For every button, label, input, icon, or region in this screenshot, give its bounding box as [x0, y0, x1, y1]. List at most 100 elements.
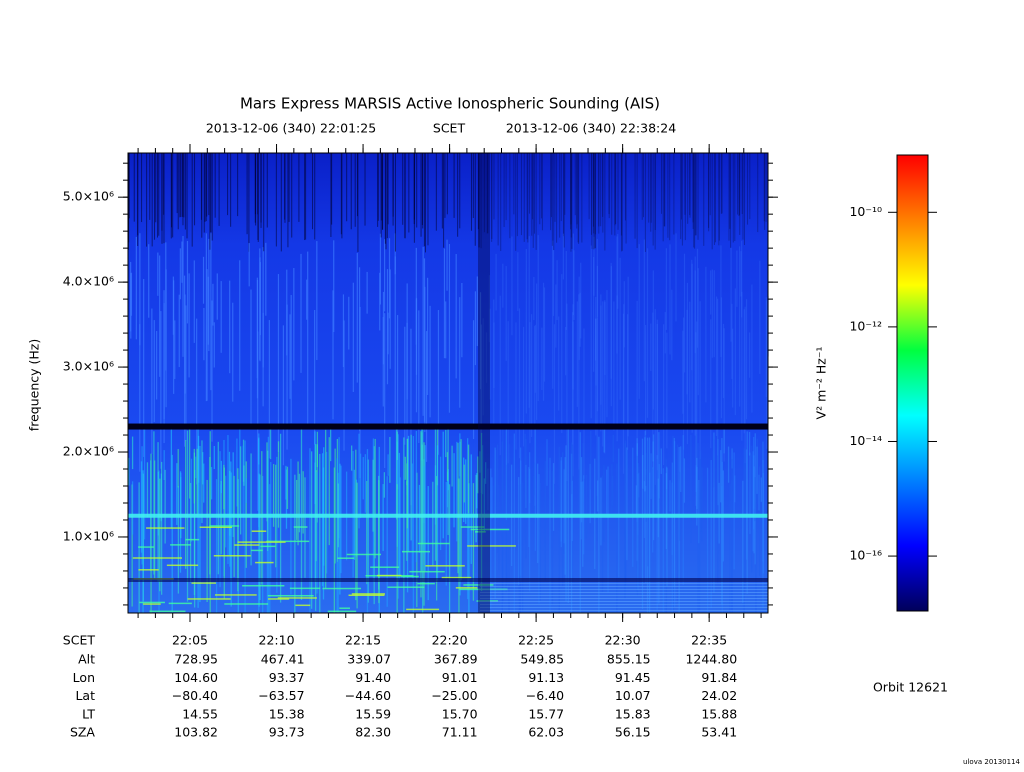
- texture: [177, 449, 179, 488]
- texture: [762, 460, 764, 562]
- ephemeris-value: 82.30: [355, 725, 391, 740]
- texture: [566, 303, 568, 481]
- texture: [718, 153, 720, 246]
- ephemeris-value: 15.88: [701, 706, 737, 721]
- texture: [211, 153, 213, 241]
- texture: [173, 280, 175, 394]
- footer: ulova 20130114: [963, 758, 1020, 766]
- texture: [176, 463, 178, 525]
- texture: [187, 598, 231, 600]
- texture: [598, 436, 600, 613]
- ephemeris-value: 91.13: [528, 670, 564, 685]
- texture: [759, 260, 761, 374]
- texture: [206, 153, 208, 217]
- texture: [612, 434, 614, 462]
- texture: [637, 474, 639, 591]
- texture: [694, 153, 696, 236]
- texture: [570, 153, 572, 238]
- texture: [260, 545, 276, 548]
- texture: [660, 448, 662, 474]
- texture: [582, 481, 584, 567]
- texture: [352, 282, 354, 392]
- texture: [480, 432, 483, 592]
- texture: [572, 233, 575, 316]
- texture: [186, 153, 188, 239]
- texture: [511, 236, 513, 336]
- texture: [643, 239, 645, 382]
- texture: [564, 153, 566, 215]
- x-tick-label: 22:25: [518, 633, 554, 648]
- texture: [389, 269, 391, 369]
- texture: [551, 470, 554, 606]
- colorbar: [897, 155, 928, 611]
- texture: [230, 153, 232, 227]
- texture: [525, 249, 527, 414]
- texture: [717, 439, 719, 506]
- texture: [316, 472, 318, 594]
- texture: [265, 242, 267, 316]
- texture: [270, 461, 272, 579]
- texture: [461, 282, 463, 358]
- texture: [527, 153, 529, 243]
- texture: [711, 153, 713, 250]
- texture: [132, 557, 182, 559]
- texture: [683, 458, 686, 503]
- texture: [595, 318, 597, 386]
- texture: [538, 474, 540, 604]
- texture: [410, 434, 412, 541]
- texture: [214, 153, 216, 218]
- texture: [259, 474, 261, 601]
- texture: [563, 153, 565, 237]
- texture: [302, 471, 304, 534]
- x-tick-label: 22:10: [259, 633, 295, 648]
- texture: [387, 312, 389, 355]
- texture: [533, 462, 536, 496]
- texture: [733, 452, 735, 570]
- texture: [387, 586, 425, 588]
- texture: [217, 441, 219, 575]
- texture: [460, 526, 485, 528]
- texture: [635, 485, 638, 517]
- texture: [602, 153, 604, 217]
- texture: [571, 480, 573, 542]
- texture: [260, 153, 262, 228]
- texture: [729, 484, 731, 613]
- texture: [534, 324, 536, 393]
- texture: [465, 459, 467, 524]
- texture: [594, 318, 597, 361]
- ephemeris-value: 56.15: [615, 725, 651, 740]
- texture: [457, 153, 459, 237]
- texture: [239, 446, 242, 535]
- texture: [604, 153, 606, 251]
- texture: [197, 435, 200, 483]
- texture: [475, 474, 477, 543]
- texture: [272, 464, 275, 527]
- texture: [697, 442, 699, 613]
- texture: [243, 465, 245, 486]
- texture: [662, 324, 665, 466]
- texture: [432, 481, 434, 566]
- texture: [290, 458, 292, 595]
- texture: [687, 153, 689, 224]
- texture: [179, 153, 181, 218]
- texture: [669, 153, 671, 241]
- texture: [728, 153, 730, 241]
- texture: [323, 447, 325, 566]
- texture: [694, 270, 696, 436]
- texture: [652, 153, 654, 246]
- texture: [481, 445, 484, 495]
- texture: [673, 437, 675, 587]
- texture: [642, 153, 644, 218]
- texture: [256, 277, 258, 379]
- texture: [749, 153, 751, 220]
- texture: [731, 448, 733, 469]
- texture: [493, 299, 495, 429]
- texture: [407, 435, 410, 553]
- texture: [679, 471, 681, 541]
- texture: [128, 578, 768, 582]
- texture: [590, 245, 592, 419]
- texture: [377, 574, 402, 577]
- texture: [524, 433, 526, 540]
- texture: [617, 234, 619, 309]
- texture: [721, 438, 723, 605]
